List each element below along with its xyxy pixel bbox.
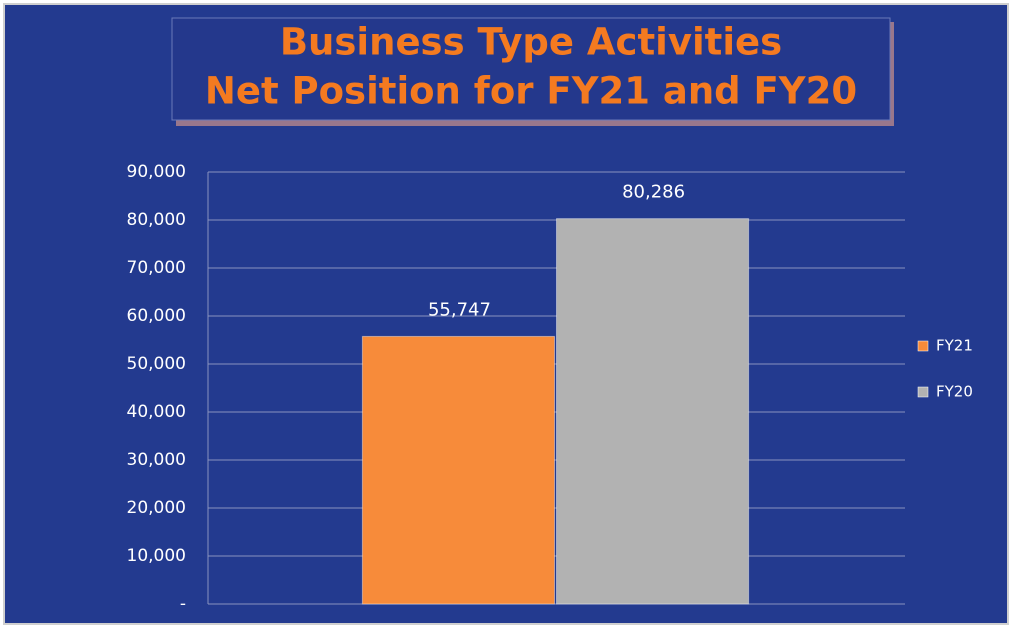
legend-swatch	[917, 386, 929, 398]
bar	[556, 218, 750, 605]
y-tick-label: 20,000	[127, 498, 186, 518]
y-tick-label: 60,000	[127, 306, 186, 326]
value-label: 80,286	[622, 182, 685, 203]
title-box	[171, 17, 891, 121]
value-label: 55,747	[428, 299, 491, 320]
y-tick-label: 10,000	[127, 546, 186, 566]
y-tick-label: 70,000	[127, 258, 186, 278]
chart-title: Business Type Activities	[280, 21, 782, 64]
legend-label: FY21	[936, 337, 973, 355]
y-tick-label: -	[180, 594, 186, 614]
y-tick-label: 40,000	[127, 402, 186, 422]
y-tick-label: 50,000	[127, 354, 186, 374]
legend-swatch	[917, 340, 929, 352]
bar	[361, 335, 555, 605]
y-tick-label: 90,000	[127, 162, 186, 182]
y-tick-label: 30,000	[127, 450, 186, 470]
legend-label: FY20	[936, 383, 973, 401]
chart-title: Net Position for FY21 and FY20	[205, 70, 857, 113]
y-tick-label: 80,000	[127, 210, 186, 230]
